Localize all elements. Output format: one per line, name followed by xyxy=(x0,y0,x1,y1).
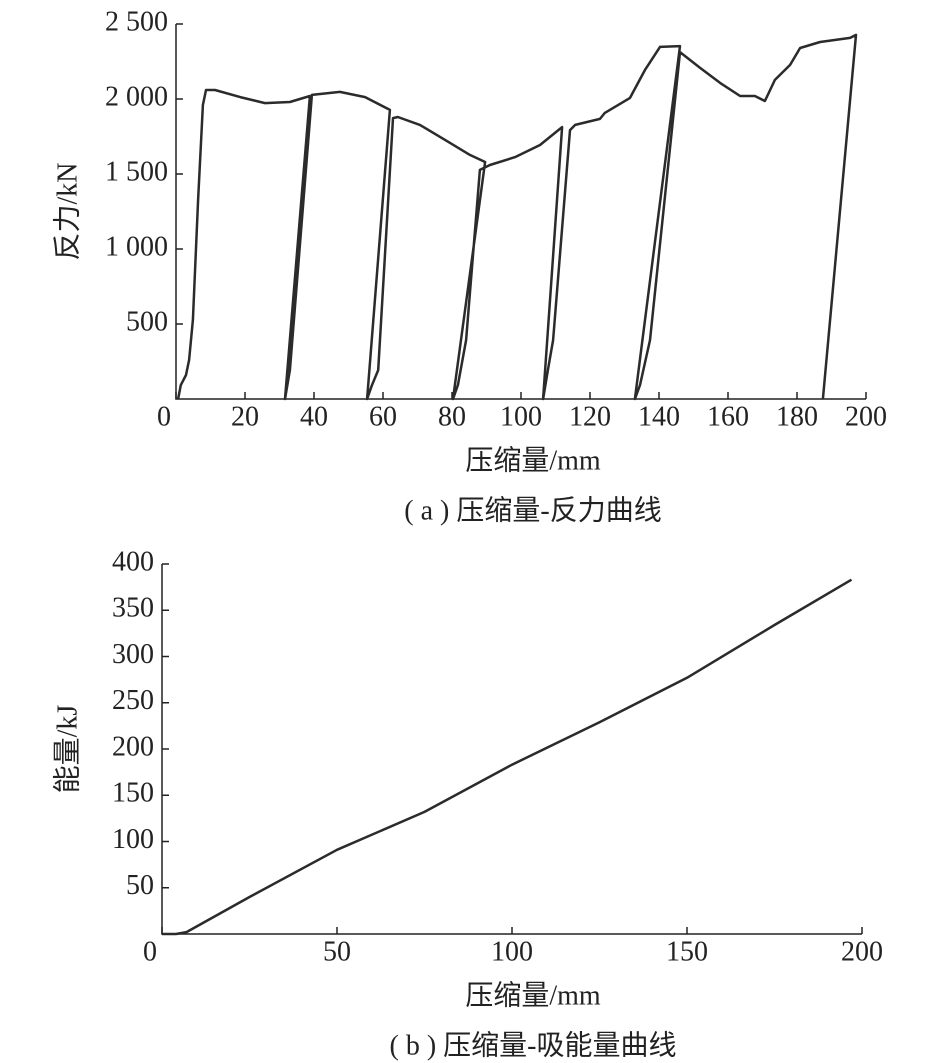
x-tick-label: 0 xyxy=(143,936,157,967)
x-tick-label: 0 xyxy=(157,401,171,432)
x-tick-label: 200 xyxy=(845,401,887,432)
x-tick-label: 50 xyxy=(323,936,351,967)
y-axis-title: 反力/kN xyxy=(51,162,83,260)
y-tick-label: 500 xyxy=(126,306,168,337)
y-tick-label: 1 000 xyxy=(105,231,168,262)
x-tick-label: 120 xyxy=(569,401,611,432)
x-tick-label: 160 xyxy=(707,401,749,432)
x-axis-title: 压缩量/mm xyxy=(465,979,601,1011)
x-tick-label: 150 xyxy=(666,936,708,967)
y-tick-label: 200 xyxy=(112,731,154,762)
y-tick-label: 1 500 xyxy=(105,156,168,187)
y-tick-label: 250 xyxy=(112,685,154,716)
x-axis-title: 压缩量/mm xyxy=(465,444,601,476)
y-tick-label: 350 xyxy=(112,593,154,624)
y-axis-title: 能量/kJ xyxy=(51,705,83,794)
y-tick-label: 300 xyxy=(112,639,154,670)
x-tick-label: 180 xyxy=(776,401,818,432)
x-tick-label: 200 xyxy=(841,936,883,967)
y-tick-label: 400 xyxy=(112,546,154,577)
data-line xyxy=(162,578,853,936)
y-tick-label: 150 xyxy=(112,778,154,809)
x-tick-label: 40 xyxy=(300,401,328,432)
y-tick-label: 100 xyxy=(112,824,154,855)
y-tick-label: 2 000 xyxy=(105,81,168,112)
x-tick-label: 100 xyxy=(500,401,542,432)
y-tick-label: 50 xyxy=(126,870,154,901)
caption: ( b ) 压缩量-吸能量曲线 xyxy=(390,1029,677,1061)
y-tick-label: 2 500 xyxy=(105,6,168,37)
axes xyxy=(175,24,866,400)
x-tick-label: 80 xyxy=(438,401,466,432)
x-tick-label: 60 xyxy=(369,401,397,432)
data-line xyxy=(176,33,858,401)
x-tick-label: 20 xyxy=(231,401,259,432)
caption: ( a ) 压缩量-反力曲线 xyxy=(404,494,661,526)
axes xyxy=(161,564,862,935)
x-tick-label: 100 xyxy=(491,936,533,967)
x-tick-label: 140 xyxy=(638,401,680,432)
